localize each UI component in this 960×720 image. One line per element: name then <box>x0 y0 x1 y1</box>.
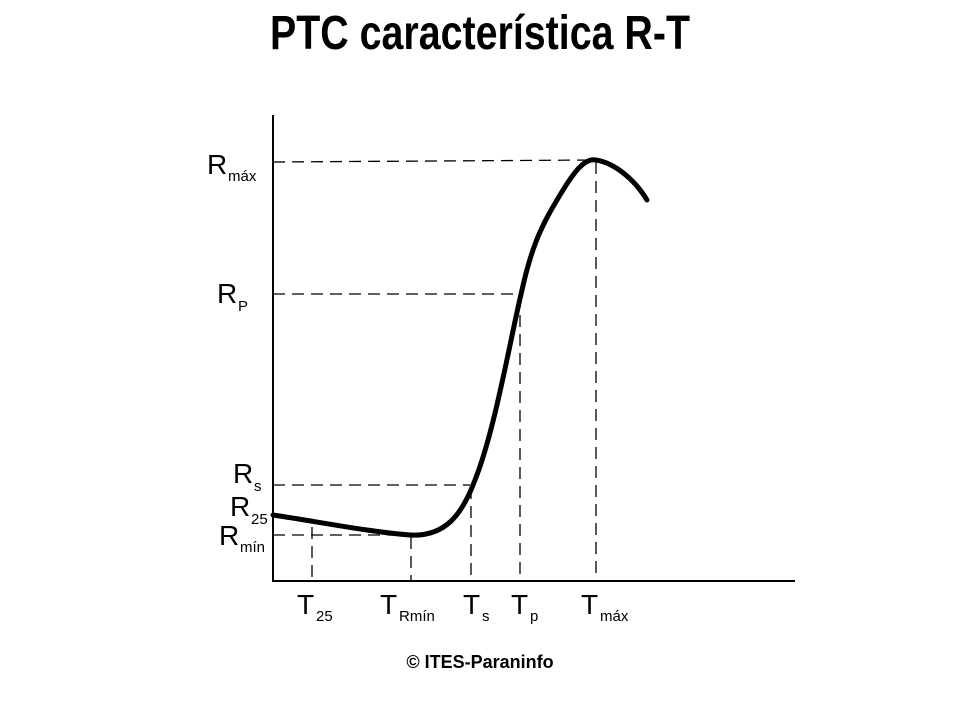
copyright-notice: © ITES-Paraninfo <box>406 652 554 672</box>
rt-curve <box>270 157 650 538</box>
y-label-rp-main: R <box>217 278 237 309</box>
x-label-tp: T p <box>511 589 538 625</box>
x-label-tp-main: T <box>511 589 528 620</box>
x-label-tp-sub: p <box>530 608 538 625</box>
x-label-tmax: T máx <box>581 589 629 625</box>
y-label-rmax-sub: máx <box>228 168 257 185</box>
x-label-t25-sub: 25 <box>316 608 333 625</box>
x-label-ts-main: T <box>463 589 480 620</box>
x-label-ts: T s <box>463 589 490 625</box>
y-label-rs-sub: s <box>254 478 262 495</box>
x-label-t25: T 25 <box>297 589 333 625</box>
y-label-rmin: R mín <box>219 520 265 556</box>
x-label-trmin-sub: Rmín <box>399 608 435 625</box>
y-label-rmax-main: R <box>207 149 227 180</box>
x-label-trmin-main: T <box>380 589 397 620</box>
page-title: PTC característica R-T <box>269 7 690 60</box>
x-label-t25-main: T <box>297 589 314 620</box>
y-label-rs-main: R <box>233 458 253 489</box>
y-label-rmin-sub: mín <box>240 539 265 556</box>
guide-rmax <box>272 159 597 163</box>
y-label-r25-sub: 25 <box>251 511 268 528</box>
y-label-r25-main: R <box>230 491 250 522</box>
y-label-rmin-main: R <box>219 520 239 551</box>
y-label-rs: R s <box>233 458 262 495</box>
y-label-r25: R 25 <box>230 491 268 528</box>
y-label-rp: R P <box>217 278 248 315</box>
y-label-rp-sub: P <box>238 298 248 315</box>
x-label-tmax-sub: máx <box>600 608 629 625</box>
x-label-trmin: T Rmín <box>380 589 435 625</box>
x-label-ts-sub: s <box>482 608 490 625</box>
y-label-rmax: R máx <box>207 149 257 185</box>
x-label-tmax-main: T <box>581 589 598 620</box>
